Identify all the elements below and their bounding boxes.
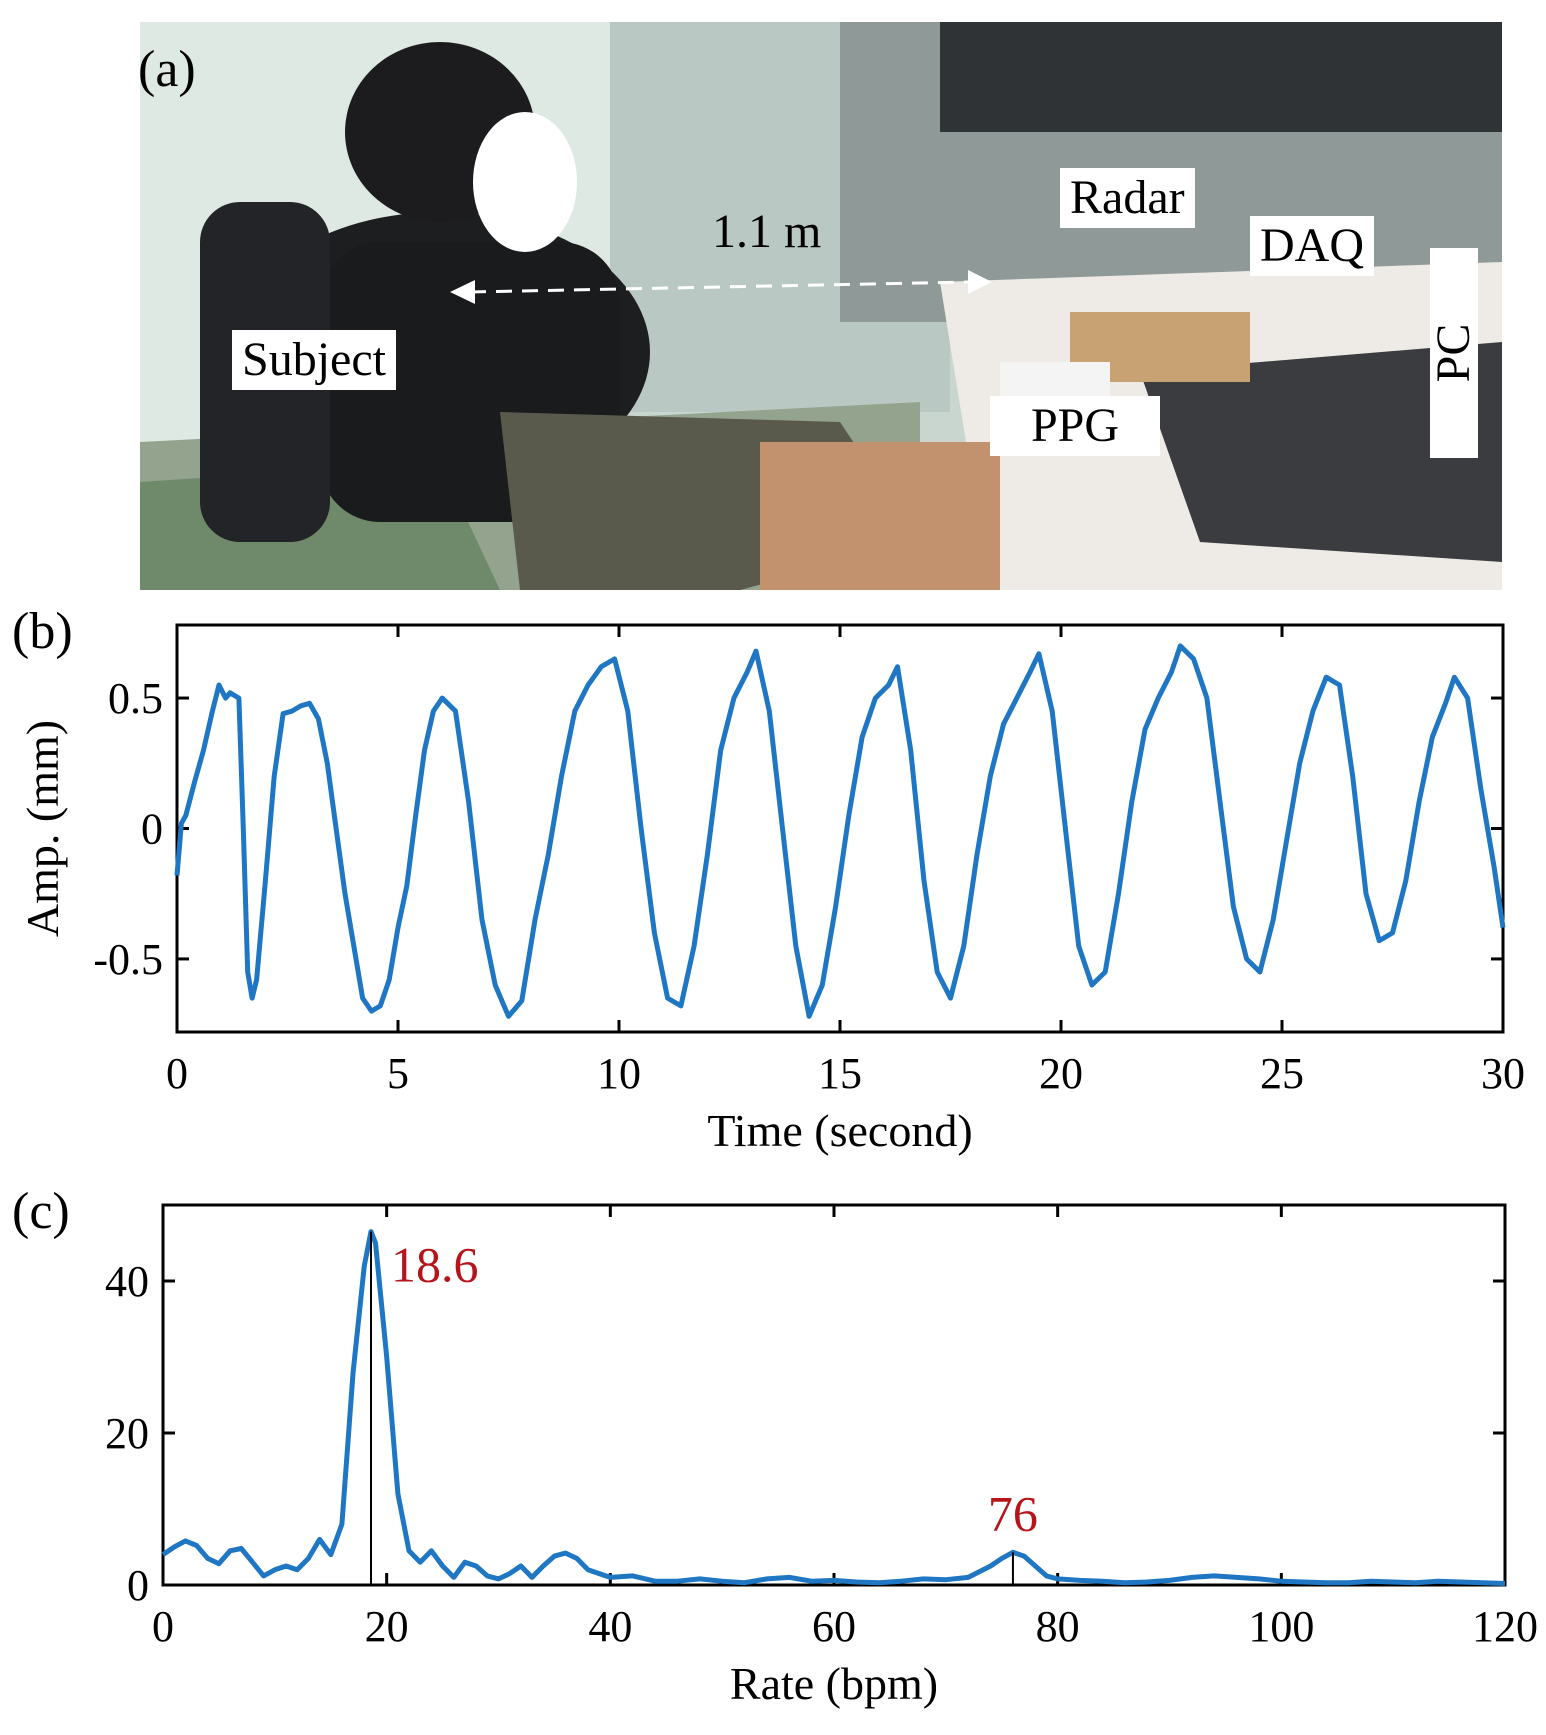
y-axis-label: Amp. (mm) [17, 720, 68, 937]
y-tick-label: 0 [127, 1561, 149, 1610]
series-line-0 [174, 643, 1506, 1019]
x-tick-label: 25 [1260, 1049, 1304, 1098]
peak-label: 18.6 [391, 1237, 479, 1293]
photo-label-daq: DAQ [1250, 216, 1374, 276]
x-tick-label: 0 [166, 1049, 188, 1098]
photo-label-pc: PC [1427, 248, 1480, 458]
x-tick-label: 80 [1036, 1602, 1080, 1651]
photo-label-ppg: PPG [990, 396, 1160, 456]
y-tick-label: 0.5 [108, 674, 163, 723]
x-tick-label: 100 [1248, 1602, 1314, 1651]
spectrum-plot: (c) 0 20 40 60 80 100 120 0 20 40 Rate (bpm) 18.6 76 [12, 1183, 1538, 1709]
x-tick-label: 60 [812, 1602, 856, 1651]
y-tick-label: 40 [105, 1257, 149, 1306]
x-tick-label: 0 [152, 1602, 174, 1651]
x-tick-label: 20 [365, 1602, 409, 1651]
panel-label-c: (c) [12, 1183, 70, 1240]
experiment-photo [140, 22, 1502, 590]
chart-spectrum: (c) 0 20 40 60 80 100 120 0 20 40 Rate (bpm) 18.6 76 [0, 1180, 1546, 1730]
series-line-0 [161, 1229, 1506, 1586]
photo-label-subject: Subject [232, 330, 396, 390]
photo-label-distance: 1.1 m [712, 205, 822, 258]
y-tick-label: -0.5 [93, 935, 163, 984]
panel-label-b: (b) [12, 603, 73, 660]
displacement-plot: (b) 0 5 10 15 20 25 30 -0.5 0 0.5 Time (second) Amp.… [12, 603, 1525, 1156]
x-axis-label: Time (second) [707, 1105, 972, 1156]
y-tick-label: 0 [141, 805, 163, 854]
x-tick-label: 15 [818, 1049, 862, 1098]
x-tick-label: 120 [1472, 1602, 1538, 1651]
plot-frame [175, 623, 1505, 1034]
x-tick-label: 10 [597, 1049, 641, 1098]
photo-label-pc-text: PC [1427, 323, 1480, 383]
photo-illustration [140, 22, 1502, 590]
y-tick-label: 20 [105, 1409, 149, 1458]
x-tick-label: 40 [588, 1602, 632, 1651]
x-tick-label: 5 [387, 1049, 409, 1098]
x-axis-label: Rate (bpm) [730, 1658, 938, 1709]
panel-label-a: (a) [138, 41, 196, 98]
x-tick-label: 30 [1481, 1049, 1525, 1098]
x-tick-label: 20 [1039, 1049, 1083, 1098]
chart-displacement: (b) 0 5 10 15 20 25 30 -0.5 0 0.5 Time (second) Amp.… [0, 600, 1546, 1160]
peak-label: 76 [988, 1485, 1038, 1541]
photo-label-radar: Radar [1060, 168, 1195, 228]
